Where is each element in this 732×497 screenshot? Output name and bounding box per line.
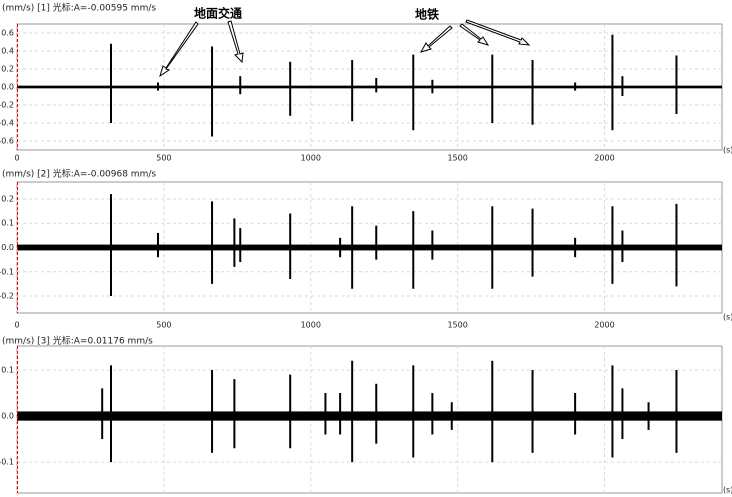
y-tick-label: -0.1 bbox=[0, 267, 14, 276]
noise-band bbox=[17, 411, 722, 421]
x-tick-label: 1000 bbox=[301, 154, 321, 163]
y-tick-label: -0.2 bbox=[0, 292, 14, 301]
arrow bbox=[419, 25, 453, 53]
panel-header: (mm/s) [1] 光标:A=-0.00595 mm/s bbox=[2, 2, 156, 14]
x-tick-label: 500 bbox=[156, 154, 171, 163]
y-tick-label: 0.0 bbox=[1, 83, 14, 92]
y-tick-label: 0.6 bbox=[1, 29, 14, 38]
x-tick-label: 2000 bbox=[594, 154, 614, 163]
y-tick-label: -0.1 bbox=[0, 458, 14, 467]
annotation-arrows bbox=[159, 19, 531, 78]
y-tick-label: 0.4 bbox=[1, 47, 14, 56]
noise-band bbox=[17, 244, 722, 251]
annotation: 地面交通 bbox=[194, 6, 242, 21]
y-tick-label: 0.1 bbox=[1, 219, 14, 228]
y-tick-label: 0.2 bbox=[1, 65, 14, 74]
arrow bbox=[227, 20, 244, 64]
x-tick-label: 2000 bbox=[594, 321, 614, 330]
x-tick-label: 500 bbox=[156, 321, 171, 330]
x-tick-label: 0 bbox=[14, 154, 19, 163]
y-tick-label: -0.2 bbox=[0, 101, 14, 110]
x-unit: (s) bbox=[723, 313, 732, 322]
x-tick-label: 1500 bbox=[447, 321, 467, 330]
arrow bbox=[459, 23, 490, 46]
y-tick-label: -0.6 bbox=[0, 137, 14, 146]
x-unit: (s) bbox=[723, 146, 732, 155]
y-tick-label: 0.1 bbox=[1, 365, 14, 374]
x-tick-label: 1500 bbox=[447, 154, 467, 163]
arrow bbox=[159, 21, 199, 78]
y-tick-label: 0.0 bbox=[1, 243, 14, 252]
noise-band bbox=[17, 85, 722, 89]
annotation: 地铁 bbox=[415, 7, 439, 22]
panel-header: (mm/s) [3] 光标:A=0.01176 mm/s bbox=[2, 335, 153, 347]
x-unit: (s) bbox=[723, 486, 732, 495]
x-tick-label: 1000 bbox=[301, 321, 321, 330]
y-tick-label: 0.0 bbox=[1, 412, 14, 421]
y-tick-label: -0.4 bbox=[0, 119, 14, 128]
y-tick-label: 0.2 bbox=[1, 194, 14, 203]
panel-header: (mm/s) [2] 光标:A=-0.00968 mm/s bbox=[2, 168, 156, 180]
arrow bbox=[465, 19, 531, 46]
x-tick-label: 0 bbox=[14, 321, 19, 330]
